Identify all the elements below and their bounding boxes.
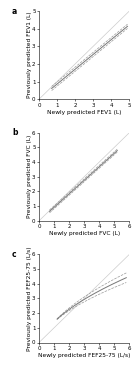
Y-axis label: Previously predicted FEV1 (L): Previously predicted FEV1 (L) [27, 12, 32, 99]
Text: b: b [12, 128, 17, 137]
X-axis label: Newly predicted FEV1 (L): Newly predicted FEV1 (L) [47, 110, 121, 115]
Text: c: c [12, 250, 17, 259]
X-axis label: Newly predicted FVC (L): Newly predicted FVC (L) [49, 231, 120, 237]
Text: a: a [12, 7, 17, 16]
Y-axis label: Previously predicted FVC (L): Previously predicted FVC (L) [27, 135, 32, 219]
X-axis label: Newly predicted FEF25-75 (L/s): Newly predicted FEF25-75 (L/s) [38, 353, 130, 358]
Y-axis label: Previously predicted FEF25-75 (L/s): Previously predicted FEF25-75 (L/s) [27, 246, 32, 351]
